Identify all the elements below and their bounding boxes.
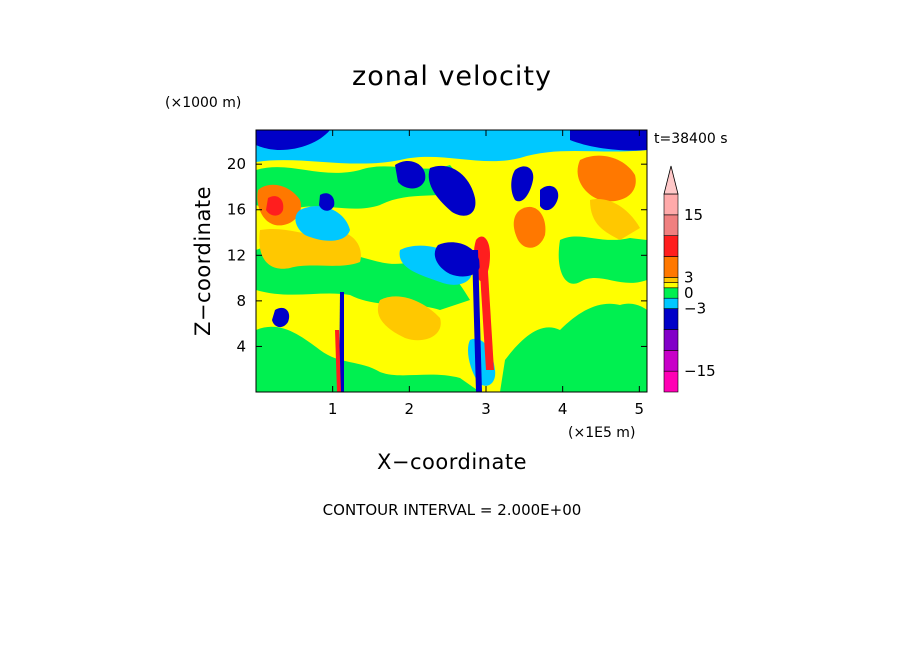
- colorbar-level: [663, 193, 679, 216]
- field-band-green-5: [558, 236, 647, 284]
- field-jet-blue-2: [339, 292, 344, 392]
- field-patch-blue-3: [395, 160, 426, 189]
- y-tick-label: 8: [236, 292, 246, 310]
- field-patch-blue-1: [256, 130, 330, 150]
- field-patch-cyan-1: [295, 206, 350, 241]
- field-patch-orange-3: [513, 206, 546, 248]
- field-patch-orange-2: [577, 155, 636, 202]
- field-patch-blue-7: [540, 185, 559, 211]
- field-patch-blue-8: [319, 193, 335, 211]
- field-band-green-1: [256, 326, 480, 392]
- field-patch-orange-5: [377, 296, 441, 341]
- y-ticks: 4 8 12 16 20: [227, 155, 647, 355]
- y-units-label: (×1000 m): [165, 95, 241, 111]
- x-axis-label: X−coordinate: [377, 450, 527, 474]
- x-tick-label: 5: [635, 400, 645, 418]
- field-band-green-2: [500, 303, 647, 392]
- field-patch-orange-6: [590, 199, 640, 240]
- colorbar-level: [663, 329, 679, 351]
- colorbar-level: [663, 370, 679, 393]
- field-jet-red-1: [478, 240, 494, 370]
- colorbar-tick-label: 15: [684, 206, 703, 224]
- x-tick-label: 1: [328, 400, 338, 418]
- colorbar-level: [663, 297, 679, 309]
- colorbar-level: [663, 282, 679, 289]
- chart-title: zonal velocity: [352, 61, 552, 92]
- y-tick-label: 4: [236, 337, 246, 355]
- colorbar-level: [663, 256, 679, 278]
- colorbar-level: [663, 277, 679, 283]
- field-patch-blue-5: [434, 242, 481, 277]
- x-tick-label: 4: [558, 400, 568, 418]
- colorbar-level: [663, 287, 679, 299]
- colorbar-level: [663, 235, 679, 257]
- colorbar-level: [663, 214, 679, 236]
- colorbar-tick-label: −15: [684, 362, 716, 380]
- field-jet-red-2: [335, 330, 341, 392]
- field-patch-blue-9: [272, 307, 290, 328]
- field-patch-red-2: [266, 196, 284, 216]
- field-patch-cyan-4: [256, 130, 647, 164]
- x-tick-label: 2: [405, 400, 415, 418]
- colorbar-level: [663, 350, 679, 372]
- y-tick-label: 12: [227, 246, 246, 264]
- time-label: t=38400 s: [654, 131, 728, 147]
- field-jet-blue-1: [472, 250, 482, 392]
- plot-frame: [255, 129, 648, 393]
- field-patch-blue-4: [428, 165, 476, 216]
- colorbar: 15 30−3 −15: [663, 165, 716, 393]
- y-tick-label: 16: [227, 201, 246, 219]
- field-patch-blue-6: [511, 166, 534, 202]
- colorbar-tick-label: −3: [684, 300, 706, 318]
- contour-interval-note: CONTOUR INTERVAL = 2.000E+00: [323, 501, 582, 519]
- contour-field: [256, 130, 647, 392]
- y-axis-label: Z−coordinate: [191, 186, 215, 336]
- field-patch-blue-2: [570, 130, 647, 151]
- colorbar-tick-label: 0: [684, 284, 694, 302]
- colorbar-arrow: [663, 165, 679, 195]
- colorbar-level: [663, 308, 679, 330]
- y-tick-label: 20: [227, 155, 246, 173]
- x-ticks: 1 2 3 4 5: [328, 130, 644, 418]
- x-tick-label: 3: [481, 400, 491, 418]
- colorbar-tick-label: 3: [684, 268, 694, 286]
- x-units-label: (×1E5 m): [568, 425, 635, 441]
